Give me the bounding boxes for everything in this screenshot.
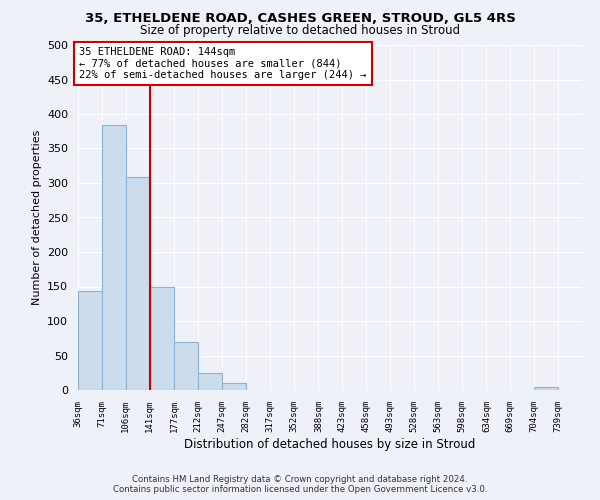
Bar <box>174 342 198 390</box>
Bar <box>150 286 173 390</box>
Text: Size of property relative to detached houses in Stroud: Size of property relative to detached ho… <box>140 24 460 37</box>
Bar <box>534 386 558 390</box>
Bar <box>102 125 126 390</box>
Bar <box>78 290 102 390</box>
Text: 35 ETHELDENE ROAD: 144sqm
← 77% of detached houses are smaller (844)
22% of semi: 35 ETHELDENE ROAD: 144sqm ← 77% of detac… <box>79 47 367 80</box>
Bar <box>126 177 150 390</box>
Bar <box>222 383 246 390</box>
Bar <box>198 374 222 390</box>
Text: Contains HM Land Registry data © Crown copyright and database right 2024.
Contai: Contains HM Land Registry data © Crown c… <box>113 474 487 494</box>
X-axis label: Distribution of detached houses by size in Stroud: Distribution of detached houses by size … <box>184 438 476 450</box>
Y-axis label: Number of detached properties: Number of detached properties <box>32 130 41 305</box>
Text: 35, ETHELDENE ROAD, CASHES GREEN, STROUD, GL5 4RS: 35, ETHELDENE ROAD, CASHES GREEN, STROUD… <box>85 12 515 26</box>
